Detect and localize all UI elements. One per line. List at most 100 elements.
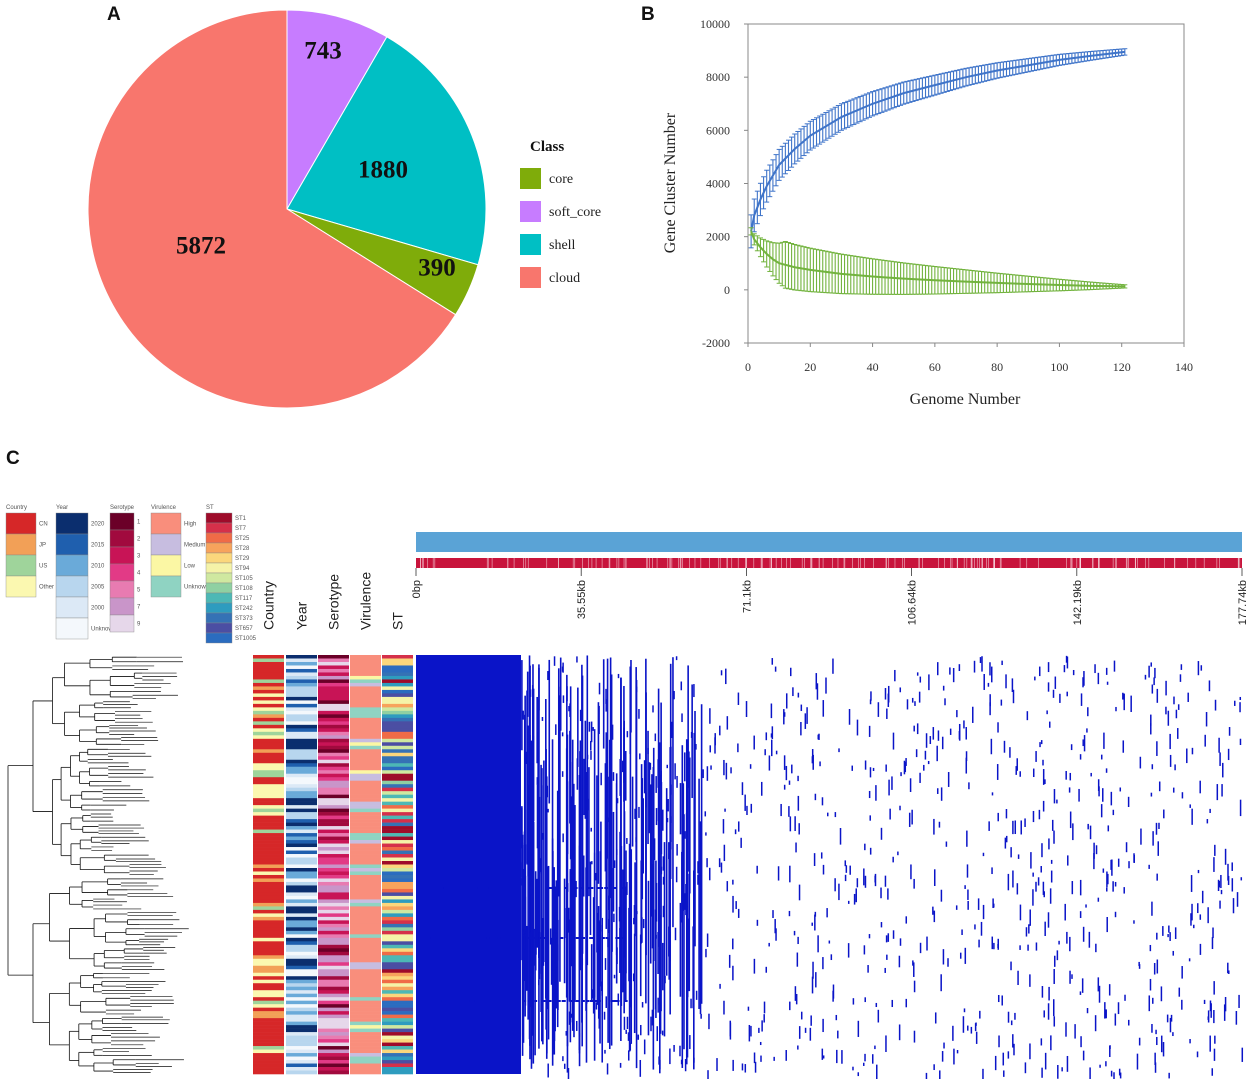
- metadata-cell: [286, 710, 317, 715]
- cloud-gene-mark: [562, 662, 564, 673]
- metadata-cell: [318, 941, 349, 946]
- cloud-gene-mark: [1139, 756, 1142, 769]
- cloud-gene-mark: [531, 745, 534, 752]
- accessory-gene-strip: [597, 919, 600, 1019]
- legend-swatch-core: [520, 168, 541, 189]
- metadata-cell: [253, 861, 284, 865]
- cloud-gene-mark: [844, 860, 847, 867]
- metadata-cell: [318, 777, 349, 781]
- cloud-gene-mark: [936, 662, 939, 676]
- cloud-gene-mark: [756, 919, 759, 926]
- cloud-gene-mark: [1068, 787, 1071, 793]
- accessory-gene-strip: [693, 732, 696, 891]
- cloud-gene-mark: [775, 928, 777, 941]
- cloud-gene-mark: [690, 998, 692, 1009]
- legend-title-virulence: Virulence: [151, 505, 177, 511]
- metadata-cell: [253, 655, 284, 659]
- cloud-gene-mark: [1100, 754, 1103, 760]
- metadata-cell: [253, 899, 284, 904]
- cloud-gene-mark: [1167, 710, 1170, 726]
- metadata-cell: [286, 888, 317, 893]
- genome-streak: [501, 937, 505, 939]
- cloud-gene-mark: [886, 954, 888, 960]
- y-tick-label: 8000: [706, 70, 730, 84]
- cloud-gene-mark: [963, 1008, 966, 1013]
- genome-streak: [587, 887, 591, 889]
- metadata-cell: [350, 749, 381, 754]
- cloud-gene-mark: [1227, 748, 1230, 761]
- cloud-gene-mark: [549, 928, 552, 945]
- metadata-cell: [382, 881, 413, 886]
- genome-streak: [503, 937, 507, 939]
- legend-swatch: [205, 632, 233, 644]
- metadata-cell: [318, 833, 349, 837]
- metadata-cell: [253, 1011, 284, 1015]
- cloud-gene-mark: [1181, 999, 1183, 1010]
- genome-streak: [601, 937, 605, 939]
- accessory-gene-strip: [610, 793, 613, 879]
- x-tick-label: 140: [1175, 360, 1193, 374]
- metadata-cell: [350, 951, 381, 956]
- cloud-gene-mark: [900, 772, 902, 777]
- metadata-cell: [350, 1035, 381, 1040]
- metadata-cell: [318, 742, 349, 747]
- cloud-gene-mark: [940, 889, 943, 902]
- metadata-cell: [350, 812, 381, 816]
- cloud-gene-mark: [626, 838, 628, 844]
- cloud-gene-mark: [993, 942, 995, 950]
- cloud-gene-mark: [1016, 758, 1018, 771]
- cloud-gene-mark: [965, 727, 967, 740]
- metadata-cell: [253, 693, 284, 698]
- cloud-gene-mark: [1089, 825, 1092, 840]
- accessory-gene-strip: [551, 739, 554, 979]
- metadata-cell: [382, 920, 413, 925]
- cloud-gene-mark: [668, 842, 670, 860]
- accessory-gene-strip: [641, 917, 643, 943]
- metadata-cell: [253, 752, 284, 757]
- cloud-gene-mark: [1205, 712, 1208, 727]
- series-line-pan: [750, 50, 1125, 232]
- cloud-gene-mark: [797, 1045, 799, 1050]
- metadata-cell: [318, 874, 349, 879]
- cloud-gene-mark: [749, 764, 752, 769]
- presence-absence-matrix: [416, 655, 1244, 1079]
- cloud-gene-mark: [770, 703, 773, 719]
- cloud-gene-mark: [1047, 1003, 1050, 1020]
- accessory-gene-strip: [672, 657, 674, 928]
- cloud-gene-mark: [1038, 666, 1041, 677]
- cloud-gene-mark: [1213, 981, 1215, 995]
- metadata-cell: [318, 979, 349, 984]
- cloud-gene-mark: [1088, 931, 1091, 948]
- cloud-gene-mark: [1138, 961, 1140, 967]
- cloud-gene-mark: [579, 709, 582, 722]
- cloud-gene-mark: [1144, 674, 1147, 680]
- legend-swatch: [55, 596, 89, 619]
- cloud-gene-mark: [975, 1031, 978, 1044]
- cloud-gene-mark: [863, 945, 866, 955]
- cloud-gene-mark: [650, 1016, 652, 1032]
- cloud-gene-mark: [991, 867, 993, 875]
- cloud-gene-mark: [1117, 858, 1120, 867]
- legend-title: Class: [530, 139, 564, 155]
- x-axis-label: Genome Number: [910, 391, 1021, 408]
- cloud-gene-mark: [1154, 1052, 1156, 1065]
- metadata-cell: [382, 955, 413, 960]
- metadata-cell: [286, 965, 317, 970]
- cloud-gene-mark: [578, 1033, 581, 1037]
- cloud-gene-mark: [1214, 699, 1217, 711]
- core-genes-block: [416, 655, 521, 1074]
- metadata-cell: [382, 689, 413, 694]
- metadata-cell: [286, 983, 317, 988]
- metadata-cell: [382, 805, 413, 809]
- metadata-cell: [253, 1028, 284, 1033]
- cloud-gene-mark: [1085, 904, 1087, 908]
- metadata-cell: [382, 752, 413, 757]
- cloud-gene-mark: [635, 686, 638, 693]
- metadata-cell: [350, 658, 381, 663]
- cloud-gene-mark: [662, 856, 665, 871]
- accessory-gene-strip: [565, 748, 568, 998]
- accessory-gene-strip: [589, 861, 592, 935]
- cloud-gene-mark: [1188, 958, 1191, 962]
- cloud-gene-mark: [1014, 1012, 1016, 1020]
- cloud-gene-mark: [562, 695, 565, 703]
